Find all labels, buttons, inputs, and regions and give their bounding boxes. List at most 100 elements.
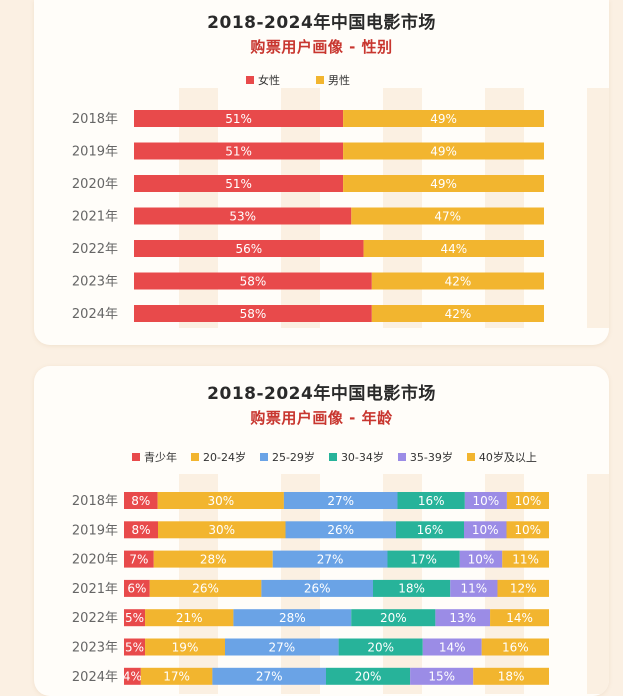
gender-chart-card: 2018-2024年中国电影市场 购票用户画像 - 性别 女性 男性 2018年 5…	[34, 0, 609, 345]
bar-value-label: 30%	[208, 523, 235, 537]
bar-segment	[158, 521, 286, 539]
legend-swatch	[259, 453, 268, 461]
bar-value-label: 26%	[327, 523, 354, 537]
bar-value-label: 10%	[515, 494, 542, 508]
bar-segment	[450, 579, 498, 597]
bar-value-label: 4%	[123, 670, 142, 684]
gender-stacked-bar-chart: 2018年 51% 49% 2019年 51% 49% 2020年 51% 49% 2021年 53…	[72, 110, 544, 322]
legend-label: 30-34岁	[340, 451, 384, 464]
y-axis-tick-label: 2022年	[72, 611, 118, 626]
bar-segment	[134, 305, 372, 322]
bar-segment	[502, 550, 549, 568]
legend-label: 女性	[258, 74, 280, 87]
age-chart-legend: 青少年 20-24岁 25-29岁 30-34岁 35-39岁 40岁及以上	[132, 449, 551, 465]
gender-chart-subtitle: 购票用户画像 - 性别	[250, 38, 393, 56]
bar-segment	[506, 521, 549, 539]
legend-item: 20-24岁	[191, 449, 246, 465]
bar-segment	[124, 521, 158, 539]
gender-chart-legend: 女性 男性	[246, 72, 364, 88]
y-axis-tick-label: 2022年	[72, 242, 118, 257]
bar-value-label: 20%	[367, 640, 394, 654]
bar-segment	[153, 550, 273, 568]
bar-value-label: 27%	[268, 640, 295, 654]
bar-segment	[343, 175, 544, 192]
legend-label: 35-39岁	[409, 451, 453, 464]
bar-value-label: 47%	[434, 209, 461, 223]
age-chart-subtitle: 购票用户画像 - 年龄	[250, 409, 393, 427]
bar-segment	[233, 609, 352, 627]
bar-value-label: 27%	[317, 552, 344, 566]
bar-segment	[261, 579, 373, 597]
bar-segment	[124, 492, 158, 509]
bar-value-label: 5%	[125, 611, 144, 625]
bar-value-label: 42%	[445, 307, 472, 321]
bar-value-label: 16%	[418, 494, 445, 508]
bar-value-label: 18%	[398, 582, 425, 596]
legend-item: 青少年	[132, 449, 177, 465]
y-axis-tick-label: 2020年	[72, 177, 118, 192]
bar-value-label: 16%	[417, 523, 444, 537]
legend-label: 40岁及以上	[478, 451, 537, 464]
bar-value-label: 8%	[131, 523, 150, 537]
bar-value-label: 19%	[172, 640, 199, 654]
bar-segment	[459, 550, 503, 568]
bar-value-label: 7%	[129, 552, 148, 566]
y-axis-tick-label: 2023年	[72, 641, 118, 656]
y-axis-tick-label: 2021年	[72, 582, 118, 597]
legend-label: 男性	[328, 74, 350, 87]
bar-value-label: 5%	[125, 640, 144, 654]
bar-value-label: 18%	[498, 670, 525, 684]
bar-value-label: 13%	[449, 611, 476, 625]
bar-value-label: 14%	[506, 611, 533, 625]
bar-value-label: 44%	[440, 242, 467, 256]
legend-item: 35-39岁	[397, 449, 453, 465]
bar-value-label: 56%	[235, 242, 262, 256]
legend-swatch	[328, 453, 337, 461]
bar-segment	[134, 207, 352, 225]
y-axis-tick-label: 2018年	[72, 112, 118, 127]
bar-segment	[371, 272, 544, 290]
bar-value-label: 42%	[445, 274, 472, 288]
legend-label: 青少年	[144, 451, 177, 464]
bar-value-label: 26%	[304, 582, 331, 596]
age-chart-card: 2018-2024年中国电影市场 购票用户画像 - 年龄 青少年 20-24岁 25…	[34, 366, 609, 696]
bar-value-label: 26%	[192, 582, 219, 596]
bar-value-label: 51%	[225, 144, 252, 158]
bar-segment	[371, 305, 544, 322]
bar-segment	[283, 492, 398, 509]
bar-value-label: 10%	[472, 523, 499, 537]
bar-segment	[372, 579, 451, 597]
y-axis-tick-label: 2023年	[72, 275, 118, 290]
bar-value-label: 11%	[461, 582, 488, 596]
legend-swatch	[191, 453, 199, 461]
y-axis-tick-label: 2021年	[72, 210, 118, 225]
bar-segment	[145, 609, 234, 627]
bar-segment	[224, 638, 339, 656]
legend-item: 30-34岁	[328, 449, 384, 465]
bar-segment	[497, 579, 549, 597]
legend-swatch	[466, 453, 475, 461]
bar-value-label: 21%	[176, 611, 203, 625]
bar-segment	[134, 142, 344, 160]
bar-segment	[124, 638, 146, 656]
bar-segment	[490, 609, 549, 627]
bar-value-label: 49%	[430, 144, 457, 158]
age-chart-title: 2018-2024年中国电影市场	[207, 384, 436, 404]
bar-value-label: 6%	[127, 582, 146, 596]
legend-swatch	[246, 76, 254, 84]
bar-value-label: 8%	[131, 494, 150, 508]
legend-swatch	[132, 453, 140, 461]
bar-segment	[351, 609, 436, 627]
bar-segment	[506, 492, 549, 509]
y-axis-tick-label: 2019年	[72, 523, 118, 538]
bar-segment	[134, 110, 344, 127]
bar-segment	[285, 521, 396, 539]
bar-value-label: 28%	[200, 552, 227, 566]
bar-value-label: 51%	[225, 177, 252, 191]
legend-item: 男性	[316, 72, 350, 88]
bar-value-label: 27%	[327, 494, 354, 508]
bar-segment	[157, 492, 284, 509]
legend-label: 25-29岁	[271, 451, 315, 464]
bar-value-label: 10%	[473, 494, 500, 508]
gender-chart-title: 2018-2024年中国电影市场	[207, 13, 436, 33]
